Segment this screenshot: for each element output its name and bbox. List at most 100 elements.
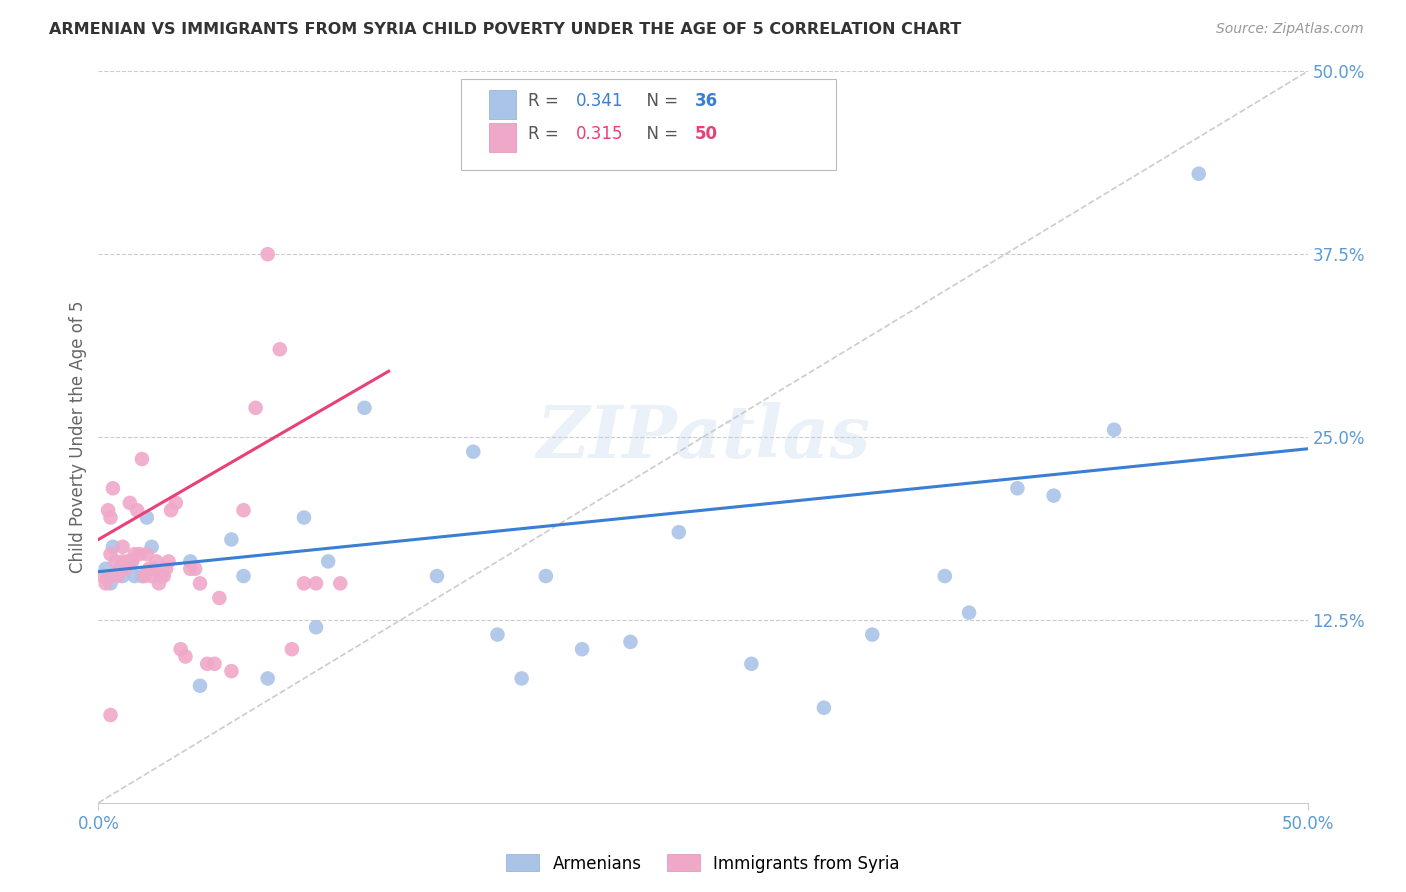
Legend: Armenians, Immigrants from Syria: Armenians, Immigrants from Syria bbox=[499, 847, 907, 880]
Text: ARMENIAN VS IMMIGRANTS FROM SYRIA CHILD POVERTY UNDER THE AGE OF 5 CORRELATION C: ARMENIAN VS IMMIGRANTS FROM SYRIA CHILD … bbox=[49, 22, 962, 37]
Point bbox=[118, 496, 141, 510]
Point bbox=[221, 533, 243, 547]
Point bbox=[179, 554, 201, 568]
Point bbox=[107, 569, 129, 583]
Point bbox=[957, 606, 980, 620]
Point bbox=[813, 700, 835, 714]
Point bbox=[148, 576, 170, 591]
Point bbox=[150, 569, 173, 583]
Point bbox=[165, 496, 187, 510]
Point bbox=[256, 247, 278, 261]
Point bbox=[316, 554, 339, 568]
Point bbox=[1007, 481, 1029, 495]
Point bbox=[232, 569, 254, 583]
Point bbox=[269, 343, 291, 357]
Point bbox=[486, 627, 509, 641]
Point bbox=[124, 569, 146, 583]
Point bbox=[188, 679, 211, 693]
Y-axis label: Child Poverty Under the Age of 5: Child Poverty Under the Age of 5 bbox=[69, 301, 87, 574]
Point bbox=[131, 452, 153, 467]
Point bbox=[256, 672, 278, 686]
FancyBboxPatch shape bbox=[489, 90, 516, 119]
Point bbox=[463, 444, 485, 458]
Point bbox=[121, 554, 143, 568]
Point bbox=[138, 562, 160, 576]
Point bbox=[97, 503, 120, 517]
Text: 0.341: 0.341 bbox=[576, 93, 623, 111]
Point bbox=[292, 576, 315, 591]
Point bbox=[174, 649, 197, 664]
Point bbox=[100, 510, 122, 524]
Point bbox=[155, 562, 177, 576]
Text: 50: 50 bbox=[695, 125, 717, 144]
Point bbox=[740, 657, 762, 671]
Point bbox=[619, 635, 641, 649]
Point bbox=[128, 547, 150, 561]
Point bbox=[127, 503, 149, 517]
Point bbox=[91, 569, 114, 583]
Point bbox=[94, 576, 117, 591]
Point bbox=[100, 708, 122, 723]
Point bbox=[221, 664, 243, 678]
Point bbox=[860, 627, 883, 641]
Point bbox=[141, 569, 163, 583]
Point bbox=[426, 569, 449, 583]
Point bbox=[510, 672, 533, 686]
Text: R =: R = bbox=[527, 125, 564, 144]
FancyBboxPatch shape bbox=[461, 78, 837, 170]
Point bbox=[124, 547, 146, 561]
Point bbox=[571, 642, 593, 657]
Point bbox=[100, 547, 122, 561]
Point bbox=[232, 503, 254, 517]
Point bbox=[97, 569, 120, 583]
Text: 0.315: 0.315 bbox=[576, 125, 623, 144]
Point bbox=[104, 554, 127, 568]
Point bbox=[111, 569, 134, 583]
Point bbox=[157, 554, 180, 568]
Text: N =: N = bbox=[637, 93, 683, 111]
Point bbox=[179, 562, 201, 576]
Text: ZIPatlas: ZIPatlas bbox=[536, 401, 870, 473]
Point bbox=[195, 657, 218, 671]
Point bbox=[184, 562, 207, 576]
Point bbox=[305, 620, 328, 634]
Point bbox=[94, 562, 117, 576]
Point bbox=[169, 642, 191, 657]
Point bbox=[305, 576, 328, 591]
Text: Source: ZipAtlas.com: Source: ZipAtlas.com bbox=[1216, 22, 1364, 37]
Text: 36: 36 bbox=[695, 93, 717, 111]
Point bbox=[117, 554, 139, 568]
Point bbox=[534, 569, 557, 583]
Point bbox=[114, 562, 136, 576]
Point bbox=[204, 657, 226, 671]
Point bbox=[1042, 489, 1064, 503]
Point bbox=[281, 642, 304, 657]
Point bbox=[353, 401, 375, 415]
Point bbox=[208, 591, 231, 605]
Point bbox=[152, 569, 174, 583]
Point bbox=[118, 554, 141, 568]
Point bbox=[329, 576, 352, 591]
Point bbox=[292, 510, 315, 524]
Point bbox=[141, 540, 163, 554]
Point bbox=[100, 576, 122, 591]
Point bbox=[101, 481, 124, 495]
Point bbox=[135, 510, 157, 524]
FancyBboxPatch shape bbox=[489, 122, 516, 152]
Point bbox=[131, 569, 153, 583]
Point bbox=[160, 503, 183, 517]
Point bbox=[111, 540, 134, 554]
Point bbox=[245, 401, 267, 415]
Point bbox=[668, 525, 690, 540]
Point bbox=[1188, 167, 1211, 181]
Point bbox=[101, 540, 124, 554]
Point bbox=[143, 562, 166, 576]
Point bbox=[934, 569, 956, 583]
Point bbox=[108, 562, 131, 576]
Point bbox=[145, 554, 167, 568]
Point bbox=[135, 547, 157, 561]
Point bbox=[111, 554, 134, 568]
Point bbox=[1102, 423, 1125, 437]
Point bbox=[134, 569, 156, 583]
Point bbox=[188, 576, 211, 591]
